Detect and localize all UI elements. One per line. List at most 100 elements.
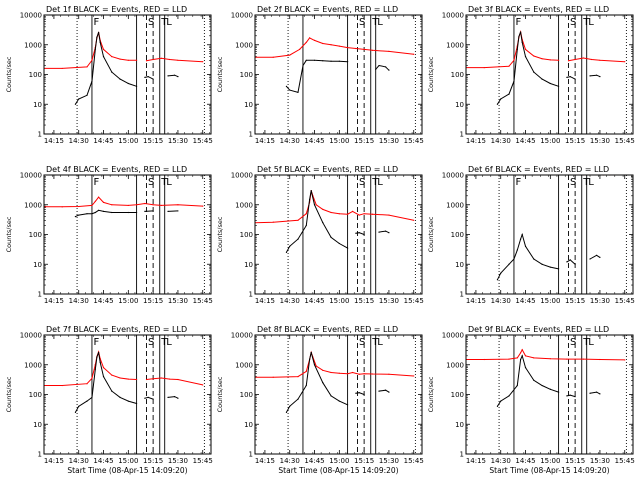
data-point <box>330 395 332 397</box>
x-tick-label: 14:15 <box>466 137 486 145</box>
y-tick-label: 10000 <box>20 332 42 340</box>
data-point <box>285 85 288 87</box>
data-point <box>111 71 113 73</box>
data-point <box>363 233 365 236</box>
x-axis-label: Start Time (08-Apr-15 14:09:20) <box>278 466 398 475</box>
x-tick-label: 14:15 <box>255 297 275 305</box>
data-point <box>297 238 299 240</box>
data-point <box>596 74 598 76</box>
plot-frame <box>465 334 634 455</box>
x-tick-label: 15:45 <box>193 457 213 465</box>
marker-label: F <box>515 177 521 188</box>
marker-label: F <box>515 17 521 28</box>
series-line-red <box>44 350 137 386</box>
data-point <box>519 352 522 354</box>
y-tick-label: 10 <box>33 261 42 269</box>
data-point <box>152 58 154 61</box>
series-line-black <box>144 396 154 400</box>
data-point <box>102 201 105 203</box>
panel-3: Det 3f BLACK = Events, RED = LLD Counts/s… <box>427 5 635 145</box>
data-point <box>591 58 593 61</box>
series-line-black <box>375 64 390 71</box>
data-point <box>524 48 527 50</box>
data-point <box>346 404 349 406</box>
data-point <box>355 47 357 50</box>
series-line-black <box>74 32 137 105</box>
data-point <box>74 411 77 414</box>
x-tick-label: 15:15 <box>565 297 585 305</box>
data-point <box>308 358 311 361</box>
data-point <box>167 396 169 398</box>
series-group <box>466 29 626 105</box>
data-point <box>135 402 138 405</box>
data-point <box>152 210 154 212</box>
data-point <box>174 74 176 76</box>
data-point <box>508 93 510 95</box>
marker-label: T <box>160 337 168 348</box>
data-point <box>338 372 340 374</box>
y-tick-label: 100 <box>240 71 253 79</box>
data-point <box>519 358 522 361</box>
data-point <box>119 377 121 379</box>
data-point <box>516 249 518 251</box>
data-point <box>569 75 571 78</box>
data-point <box>135 59 138 61</box>
panel-title: Det 3f BLACK = Events, RED = LLD <box>468 5 609 14</box>
data-point <box>102 55 105 58</box>
panel-8: Det 8f BLACK = Events, RED = LLD Counts/s… <box>216 325 424 475</box>
data-point <box>97 351 100 354</box>
data-point <box>91 80 93 82</box>
data-point <box>111 390 113 392</box>
data-point <box>524 245 527 247</box>
marker-label: T <box>371 337 379 348</box>
plot-frame <box>43 174 212 295</box>
data-point <box>127 204 129 207</box>
data-point <box>557 85 560 87</box>
panel-title: Det 7f BLACK = Events, RED = LLD <box>46 325 187 334</box>
data-point <box>99 361 101 363</box>
data-point <box>378 231 380 233</box>
y-axis-label: Counts/sec <box>216 376 224 412</box>
marker-label: L <box>377 17 383 28</box>
data-point <box>508 358 510 360</box>
data-point <box>305 59 307 61</box>
data-point <box>111 374 113 376</box>
data-point <box>549 388 551 390</box>
data-point <box>305 213 307 215</box>
x-tick-label: 15:15 <box>354 457 374 465</box>
series-line-black <box>167 74 179 78</box>
data-point <box>144 210 146 212</box>
data-point <box>91 204 93 207</box>
data-point <box>169 58 171 61</box>
plot-frame <box>254 334 423 455</box>
data-point <box>86 383 88 385</box>
data-point <box>177 204 179 206</box>
data-point <box>358 214 360 216</box>
data-point <box>127 400 129 402</box>
data-point <box>102 367 105 369</box>
y-tick-label: 1 <box>38 291 42 299</box>
x-tick-label: 14:15 <box>255 137 275 145</box>
data-point <box>61 384 63 387</box>
x-tick-label: 15:00 <box>329 457 349 465</box>
y-axis-label: Counts/sec <box>427 376 435 412</box>
data-point <box>299 48 301 50</box>
data-point <box>524 367 527 369</box>
x-tick-label: 15:30 <box>168 137 188 145</box>
data-point <box>145 60 148 62</box>
x-tick-label: 14:45 <box>515 457 535 465</box>
y-tick-label: 10000 <box>442 332 464 340</box>
data-point <box>127 82 129 85</box>
data-point <box>351 210 354 212</box>
data-point <box>310 351 312 354</box>
data-point <box>285 411 288 414</box>
marker-label: S <box>570 337 576 348</box>
data-point <box>99 41 101 43</box>
y-tick-label: 10000 <box>231 172 253 180</box>
plot-frame <box>465 174 634 295</box>
data-point <box>78 98 80 100</box>
x-tick-label: 14:30 <box>69 137 89 145</box>
x-tick-label: 15:45 <box>404 137 424 145</box>
